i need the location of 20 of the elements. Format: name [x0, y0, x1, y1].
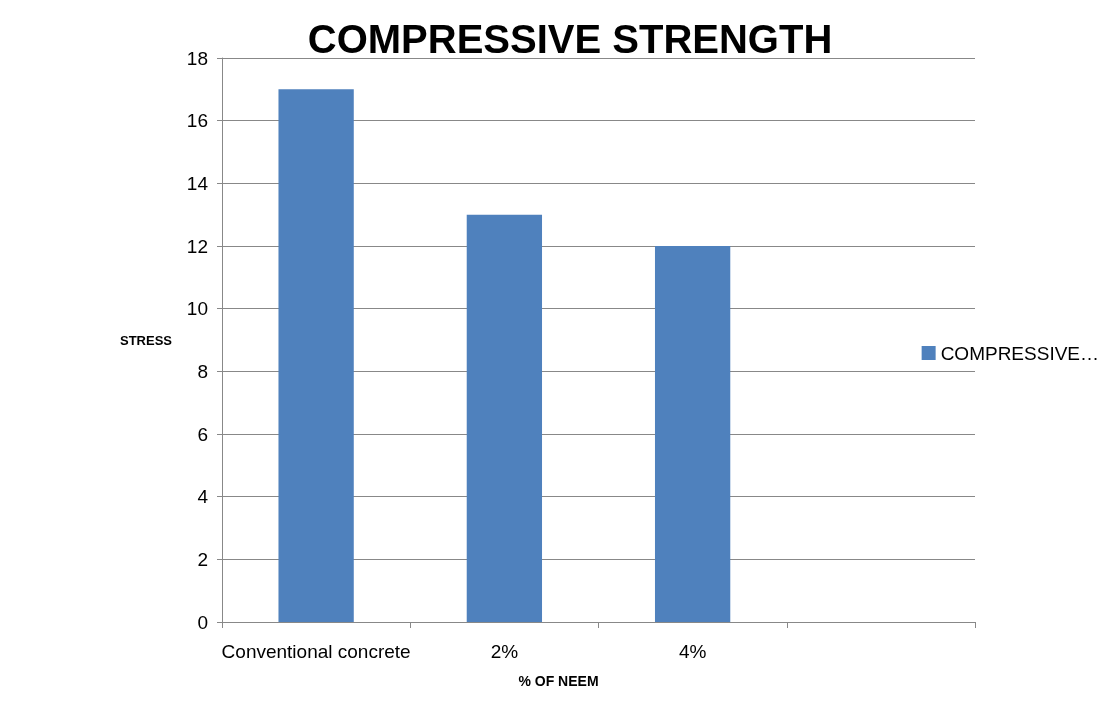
y-tick-label: 16 [186, 110, 208, 132]
y-tick-label: 6 [197, 423, 208, 445]
bar [466, 214, 543, 622]
legend-label: COMPRESSIVE… [940, 342, 1100, 364]
y-tick-label: 4 [197, 486, 209, 508]
y-tick-label: 18 [186, 47, 208, 69]
y-tick-label: 8 [197, 360, 208, 382]
y-tick-label: 12 [186, 235, 208, 257]
y-tick-label: 2 [197, 548, 208, 570]
x-tick-label: 2% [490, 641, 519, 662]
y-tick-label: 10 [186, 298, 208, 320]
x-tick-label: Conventional concrete [221, 641, 411, 662]
y-tick-label: 0 [197, 611, 208, 633]
x-axis-title: % OF NEEM [518, 673, 599, 689]
y-tick-label: 14 [186, 172, 209, 194]
y-axis-title: STRESS [119, 332, 173, 348]
x-tick-label: 4% [678, 641, 707, 662]
bar [654, 246, 731, 622]
chart-title: COMPRESSIVE STRENGTH [307, 17, 833, 61]
bar [278, 89, 354, 622]
